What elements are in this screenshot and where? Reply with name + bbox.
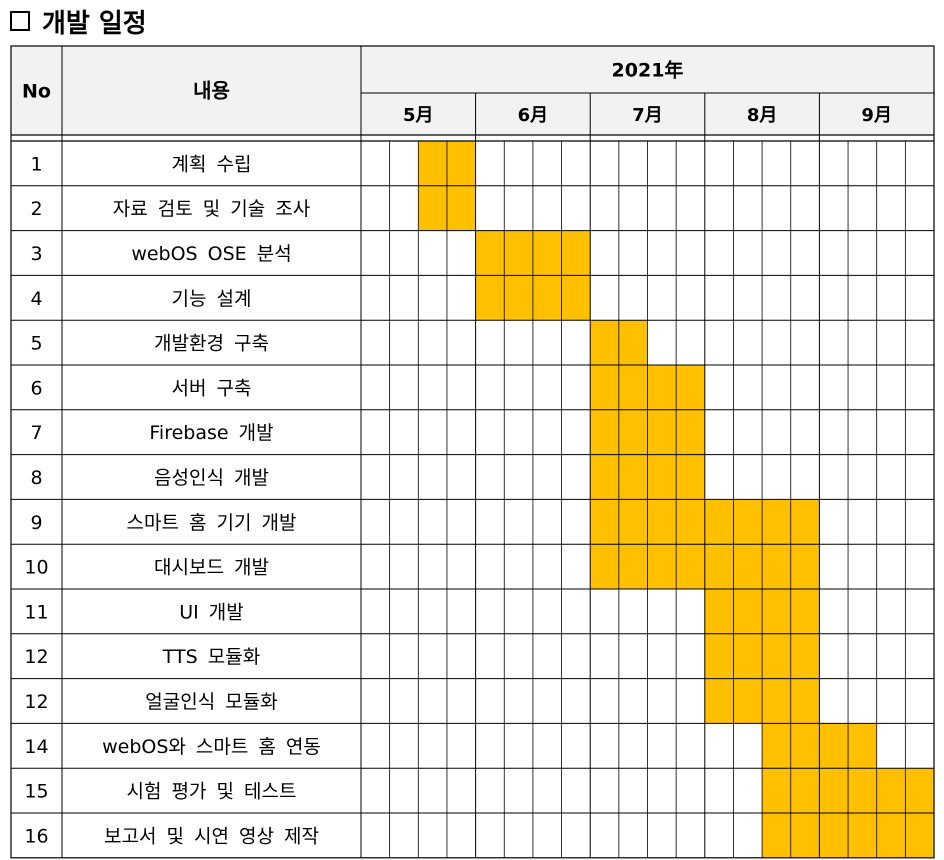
row-task: UI 개발 xyxy=(179,601,244,623)
row-task: webOS OSE 분석 xyxy=(131,243,291,265)
header-no: No xyxy=(22,81,51,103)
row-task: 계획 수립 xyxy=(172,153,252,175)
row-number: 12 xyxy=(24,646,48,668)
header-year: 2021年 xyxy=(612,59,684,82)
row-number: 3 xyxy=(30,243,42,265)
header-content: 내용 xyxy=(193,79,230,103)
month-label: 7月 xyxy=(632,105,663,126)
row-task: 개발환경 구축 xyxy=(154,333,269,355)
header-gap xyxy=(11,135,934,141)
month-label: 6月 xyxy=(518,105,549,126)
row-number: 7 xyxy=(30,422,42,444)
month-label: 8月 xyxy=(747,105,778,126)
row-number: 5 xyxy=(30,333,42,355)
row-task: 음성인식 개발 xyxy=(154,467,269,489)
row-number: 2 xyxy=(30,198,42,220)
row-number: 16 xyxy=(24,825,48,847)
row-task: 대시보드 개발 xyxy=(154,557,269,579)
row-number: 11 xyxy=(24,601,48,623)
row-task: webOS와 스마트 홈 연동 xyxy=(102,736,321,758)
row-task: 자료 검토 및 기술 조사 xyxy=(113,198,310,220)
row-task: 보고서 및 시연 영상 제작 xyxy=(104,825,319,847)
header-left-bg xyxy=(11,46,361,135)
row-task: 기능 설계 xyxy=(172,288,252,310)
row-task: Firebase 개발 xyxy=(149,422,273,444)
section-heading: 개발 일정 xyxy=(10,4,147,39)
heading-text: 개발 일정 xyxy=(42,8,147,39)
header-right-bg xyxy=(361,46,934,135)
row-number: 6 xyxy=(30,377,42,399)
month-label: 5月 xyxy=(403,105,434,126)
row-task: 시험 평가 및 테스트 xyxy=(127,781,297,803)
month-label: 9月 xyxy=(861,105,892,126)
row-number: 4 xyxy=(30,288,42,310)
row-number: 14 xyxy=(24,736,48,758)
row-number: 9 xyxy=(30,512,42,534)
row-number: 15 xyxy=(24,781,48,803)
row-task: 얼굴인식 모듈화 xyxy=(145,691,277,713)
row-task: 서버 구축 xyxy=(172,377,252,399)
row-number: 12 xyxy=(24,691,48,713)
row-task: 스마트 홈 기기 개발 xyxy=(127,512,297,534)
checkbox-square-icon xyxy=(10,11,30,31)
row-number: 1 xyxy=(30,153,42,175)
row-number: 10 xyxy=(24,557,48,579)
table-border xyxy=(10,45,935,859)
row-number: 8 xyxy=(30,467,42,489)
row-task: TTS 모듈화 xyxy=(162,646,260,668)
